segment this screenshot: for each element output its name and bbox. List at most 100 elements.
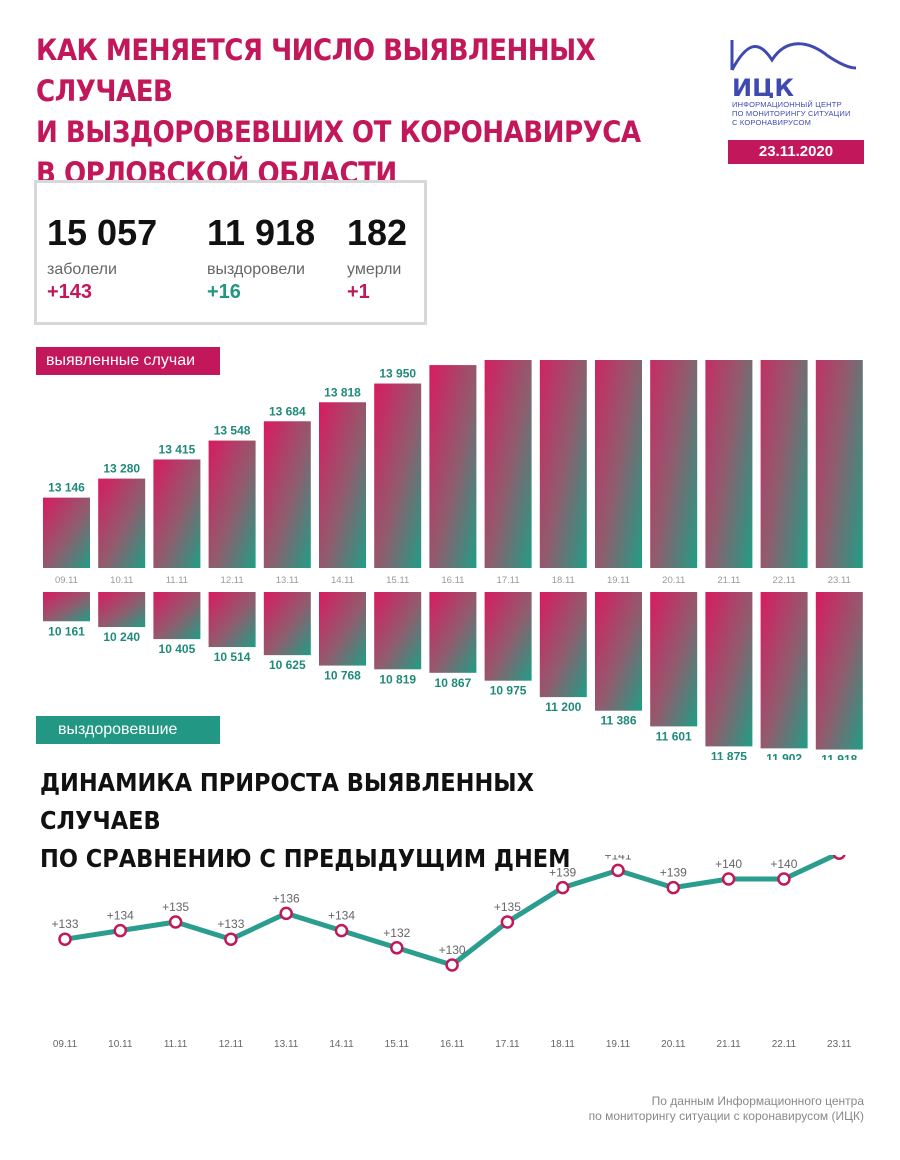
cases-value-label: 13 818 — [324, 385, 361, 399]
growth-value-label: +133 — [51, 917, 78, 931]
growth-value-label: +134 — [107, 909, 134, 923]
recovered-bar — [43, 592, 90, 622]
recovered-value-label: 11 601 — [656, 729, 692, 743]
logo-wave — [730, 42, 857, 71]
date-badge: 23.11.2020 — [728, 140, 864, 164]
cases-value-label: 13 415 — [159, 442, 196, 456]
recovered-value-label: 10 975 — [490, 684, 527, 698]
stats-box: 15 057 заболели +143 11 918 выздоровели … — [34, 180, 427, 325]
growth-point — [58, 932, 72, 946]
recovered-value-label: 10 514 — [214, 650, 251, 664]
date-tick-label: 18.11 — [552, 575, 575, 586]
itsk-logo: ИЦК — [728, 34, 868, 98]
date-tick-label: 16.11 — [441, 575, 464, 586]
growth-value-label: +132 — [383, 926, 410, 940]
recovered-bar — [815, 592, 863, 750]
main-title-line: КАК МЕНЯЕТСЯ ЧИСЛО ВЫЯВЛЕННЫХ СЛУЧАЕВ — [36, 33, 596, 108]
growth-value-label: +139 — [549, 866, 576, 880]
growth-value-label: +140 — [715, 857, 742, 871]
main-title-line: И ВЫЗДОРОВЕВШИХ ОТ КОРОНАВИРУСА — [36, 115, 641, 149]
date-tick-label: 23.11 — [828, 575, 851, 586]
date-tick-label: 15.11 — [386, 575, 409, 586]
growth-value-label: +130 — [439, 943, 466, 957]
stat-died: 182 умерли +1 — [347, 213, 407, 304]
logo-caption: ИНФОРМАЦИОННЫЙ ЦЕНТР ПО МОНИТОРИНГУ СИТУ… — [732, 100, 872, 127]
growth-point — [390, 941, 404, 955]
date-tick-label: 10.11 — [110, 575, 133, 586]
date-tick-label: 11.11 — [164, 1039, 188, 1050]
date-tick-label: 11.11 — [166, 575, 188, 586]
growth-title: ДИНАМИКА ПРИРОСТА ВЫЯВЛЕННЫХ СЛУЧАЕВ ПО … — [40, 764, 660, 878]
date-tick-label: 12.11 — [219, 1039, 244, 1050]
main-title: КАК МЕНЯЕТСЯ ЧИСЛО ВЫЯВЛЕННЫХ СЛУЧАЕВ И … — [36, 30, 656, 194]
cases-bar — [429, 365, 477, 568]
growth-value-label: +139 — [660, 866, 687, 880]
date-tick-label: 17.11 — [497, 575, 520, 586]
date-tick-label: 12.11 — [221, 575, 244, 586]
stat-infected: 15 057 заболели +143 — [47, 213, 157, 304]
growth-title-line: ПО СРАВНЕНИЮ С ПРЕДЫДУЩИМ ДНЕМ — [40, 844, 571, 873]
stat-infected-value: 15 057 — [47, 212, 158, 253]
logo-graphic: ИЦК — [730, 40, 857, 98]
growth-point — [279, 906, 293, 921]
recovered-bar — [539, 592, 587, 698]
recovered-value-label: 10 867 — [435, 676, 472, 690]
recovered-legend-pill: выздоровевшие — [36, 716, 220, 744]
cases-value-label: 13 280 — [103, 462, 140, 476]
recovered-bar — [705, 592, 753, 747]
cases-bar — [484, 360, 532, 568]
growth-point — [555, 880, 570, 895]
cases-bar — [374, 383, 422, 568]
date-tick-label: 10.11 — [108, 1039, 133, 1050]
cases-bar — [539, 360, 587, 568]
recovered-bar — [153, 592, 201, 640]
growth-value-label: +141 — [604, 855, 631, 862]
stat-died-label: умерли — [347, 261, 402, 278]
date-tick-label: 18.11 — [551, 1039, 576, 1050]
date-tick-label: 14.11 — [329, 1039, 354, 1050]
logo-caption-line: С КОРОНАВИРУСОМ — [732, 118, 812, 127]
growth-point — [611, 863, 625, 878]
date-tick-label: 21.11 — [716, 1039, 741, 1050]
cases-value-label: 14 080 — [435, 360, 472, 362]
growth-point — [500, 915, 515, 929]
recovered-bar — [760, 592, 808, 749]
growth-point — [777, 872, 791, 886]
logo-caption-line: ПО МОНИТОРИНГУ СИТУАЦИИ — [732, 109, 851, 118]
cases-value-label: 13 548 — [214, 424, 251, 438]
recovered-value-label: 10 240 — [103, 630, 140, 644]
date-tick-label: 22.11 — [773, 575, 796, 586]
logo-name: ИЦК — [732, 74, 794, 98]
date-tick-label: 19.11 — [607, 575, 630, 586]
cases-legend-pill: выявленные случаи — [36, 347, 220, 375]
cases-bar — [208, 440, 256, 568]
stat-recovered-label: выздоровели — [207, 261, 305, 278]
recovered-bar — [263, 592, 311, 656]
growth-value-label: +136 — [273, 891, 300, 905]
growth-point — [113, 923, 128, 938]
cases-bar — [815, 360, 863, 568]
source-line: По данным Информационного центра — [651, 1094, 864, 1108]
recovered-bar — [319, 592, 366, 666]
growth-point — [334, 923, 349, 938]
recovered-bar — [595, 592, 642, 711]
recovered-bar — [650, 592, 698, 727]
recovered-value-label: 10 819 — [379, 672, 416, 686]
date-tick-label: 16.11 — [440, 1039, 465, 1050]
cases-value-label: 13 146 — [48, 481, 85, 495]
cases-bar — [319, 402, 366, 568]
date-tick-label: 15.11 — [385, 1039, 410, 1050]
stat-infected-delta: +143 — [47, 281, 93, 303]
growth-title-line: ДИНАМИКА ПРИРОСТА ВЫЯВЛЕННЫХ СЛУЧАЕВ — [40, 768, 534, 835]
growth-point — [666, 880, 681, 895]
recovered-bar — [484, 592, 532, 681]
cases-bar — [43, 497, 90, 568]
growth-value-label: +133 — [217, 917, 244, 931]
recovered-value-label: 11 200 — [545, 700, 581, 714]
stat-infected-label: заболели — [47, 261, 117, 278]
growth-value-label: +135 — [162, 900, 189, 914]
cases-value-label: 13 950 — [379, 367, 416, 381]
growth-value-label: +135 — [494, 900, 521, 914]
cases-bar — [98, 478, 146, 568]
recovered-bar — [208, 592, 256, 648]
